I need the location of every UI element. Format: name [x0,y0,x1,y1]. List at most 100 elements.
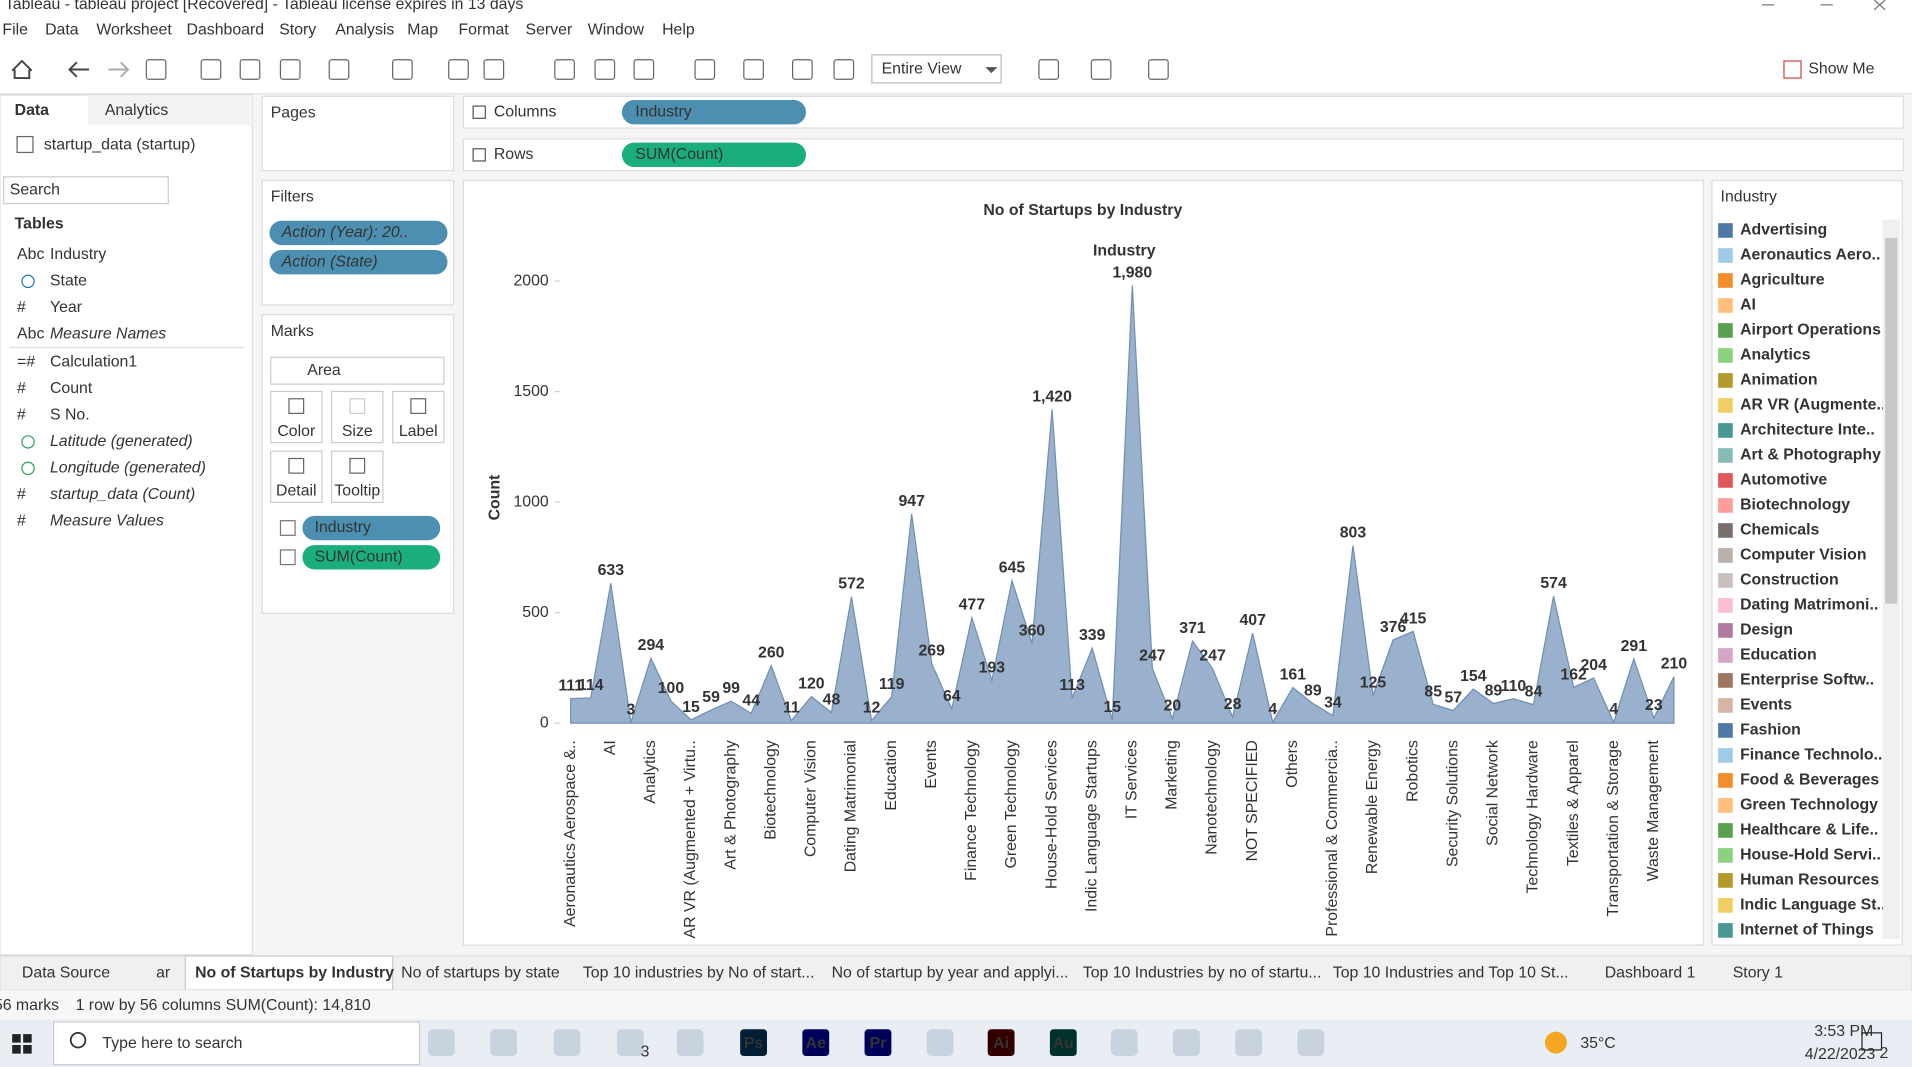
search-bar[interactable] [53,1021,421,1066]
shelf-pill[interactable] [621,142,807,168]
menu-item[interactable]: File [2,22,28,39]
taskbar-app[interactable] [617,1029,644,1057]
start-button[interactable] [12,1034,32,1054]
sheet-tab[interactable]: No of startup by year and applyi... [832,964,1069,981]
field-name[interactable]: State [50,273,87,290]
show-me[interactable]: Show Me [1808,61,1874,78]
marks-button[interactable] [331,450,384,504]
taskbar-search[interactable]: Type here to search [102,1035,242,1052]
legend-label[interactable]: House-Hold Servi.. [1740,847,1881,864]
toolbar-icon[interactable] [448,59,469,80]
legend-label[interactable]: Education [1740,647,1817,664]
legend-label[interactable]: Agriculture [1740,272,1825,289]
menu-item[interactable]: Server [526,22,573,39]
notification-icon[interactable] [1861,1032,1883,1051]
legend-label[interactable]: Finance Technolo.. [1740,747,1882,764]
field-name[interactable]: Longitude (generated) [50,460,206,477]
sheet-tab[interactable]: Top 10 Industries by no of startu... [1083,964,1322,981]
legend-label[interactable]: Architecture Inte.. [1740,422,1875,439]
sheet-tab[interactable]: No of startups by state [401,964,560,981]
toolbar-icon[interactable] [483,59,505,80]
legend-label[interactable]: Automotive [1740,472,1827,489]
toolbar-icon[interactable] [694,59,716,80]
legend-label[interactable]: Internet of Things [1740,922,1874,939]
field-name[interactable]: Calculation1 [50,354,137,371]
taskbar-app[interactable] [926,1029,954,1057]
legend-label[interactable]: Food & Beverages [1740,772,1879,789]
toolbar-icon[interactable] [1090,59,1112,80]
taskbar-app[interactable] [1297,1029,1325,1057]
legend-label[interactable]: Construction [1740,572,1839,589]
taskbar-app[interactable] [1235,1029,1263,1057]
field-name[interactable]: startup_data (Count) [50,486,195,503]
legend-label[interactable]: Dating Matrimoni.. [1740,597,1878,614]
toolbar-icon[interactable] [1148,59,1169,80]
legend-label[interactable]: Analytics [1740,347,1811,364]
taskbar-app[interactable] [864,1029,892,1057]
toolbar-icon[interactable] [743,59,764,80]
close-button[interactable] [1873,0,1886,11]
legend-label[interactable]: Aeronautics Aero.. [1740,247,1880,264]
marks-button[interactable] [331,390,384,444]
legend-label[interactable]: Advertising [1740,222,1827,239]
taskbar-app[interactable] [1049,1029,1077,1057]
legend-label[interactable]: Enterprise Softw.. [1740,672,1874,689]
marks-button[interactable] [270,450,323,504]
field-name[interactable]: Measure Names [50,325,166,342]
toolbar-icon[interactable] [833,59,855,80]
shelf-pill[interactable] [621,99,807,125]
menu-item[interactable]: Story [279,22,316,39]
view-dropdown[interactable] [871,54,1002,84]
data-tab[interactable]: Data [15,102,50,119]
taskbar-app[interactable] [428,1029,455,1057]
marks-button-label[interactable]: Color [277,423,316,440]
legend-label[interactable]: Fashion [1740,722,1801,739]
legend-label[interactable]: Healthcare & Life.. [1740,822,1878,839]
taskbar-app[interactable] [802,1029,830,1057]
menu-item[interactable]: Window [588,22,645,39]
marks-button-label[interactable]: Size [342,423,373,440]
menu-item[interactable]: Data [45,22,79,39]
show-me-icon[interactable] [1783,60,1802,79]
taskbar-app[interactable] [676,1029,704,1057]
toolbar-icon[interactable] [791,59,813,80]
taskbar-app[interactable] [1110,1029,1138,1057]
filter-pill[interactable] [269,220,448,246]
field-name[interactable]: Latitude (generated) [50,433,193,450]
field-name[interactable]: S No. [50,407,90,424]
marks-pill[interactable] [302,545,441,570]
marks-button-label[interactable]: Label [399,423,438,440]
legend-label[interactable]: Airport Operations [1740,322,1881,339]
search-box[interactable] [3,176,169,205]
taskbar-app[interactable] [553,1029,581,1057]
sheet-tab[interactable]: Story 1 [1733,964,1783,981]
legend-label[interactable]: Biotechnology [1740,497,1850,514]
legend-label[interactable]: Computer Vision [1740,547,1866,564]
filter-pill[interactable] [269,249,448,275]
marks-pill-label[interactable]: Industry [315,519,371,536]
legend-label[interactable]: Green Technology [1740,797,1878,814]
legend-label[interactable]: Events [1740,697,1792,714]
home-icon[interactable] [11,59,33,80]
taskbar-app[interactable] [490,1029,518,1057]
sheet-tab[interactable]: Dashboard 1 [1605,964,1696,981]
marks-button-label[interactable]: Tooltip [334,483,380,500]
toolbar-icon[interactable] [145,59,167,80]
filter-pill-label[interactable]: Action (Year): 20.. [281,224,409,241]
toolbar-icon[interactable] [279,59,301,80]
toolbar-icon[interactable] [239,59,261,80]
analytics-tab[interactable]: Analytics [105,102,168,119]
marks-pill-label[interactable]: SUM(Count) [315,548,403,565]
menu-item[interactable]: Map [407,22,438,39]
sheet-tab[interactable]: Data Source [22,964,110,981]
toolbar-icon[interactable] [328,59,350,80]
mark-type[interactable] [270,356,445,385]
legend-scroll-thumb[interactable] [1885,237,1898,604]
sheet-tab[interactable]: Top 10 industries by No of start... [583,964,815,981]
toolbar-icon[interactable] [392,59,413,80]
legend-label[interactable]: Design [1740,622,1793,639]
shelf-pill-label[interactable]: SUM(Count) [635,146,723,163]
toolbar-icon[interactable] [554,59,575,80]
shelf-pill-label[interactable]: Industry [635,103,691,120]
taskbar-app[interactable] [987,1029,1015,1057]
